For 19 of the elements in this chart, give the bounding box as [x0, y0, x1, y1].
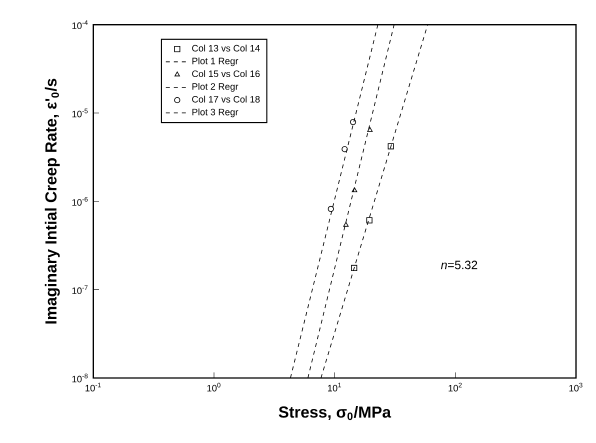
y-tick-label: 10$^{-4}$: [72, 20, 88, 30]
legend-label: Plot 1 Regr: [192, 57, 238, 66]
legend-label: Col 15 vs Col 16: [192, 70, 260, 78]
legend-label: Col 17 vs Col 18: [192, 96, 260, 103]
x-tick-label: 10$^{3}$: [569, 382, 582, 392]
y-tick-label: 10$^{-5}$: [72, 108, 88, 118]
x-tick-label: 10$^{-1}$: [86, 382, 101, 392]
legend-label: Plot 3 Regr: [192, 108, 238, 118]
annotation: n=5.32: [440, 260, 478, 270]
x-axis-title: Stress, σ$_{0}$/MPa: [278, 406, 392, 420]
x-tick-label: 10$^{2}$: [448, 382, 462, 392]
x-tick-label: 10$^{1}$: [328, 382, 342, 392]
legend-label: Col 13 vs Col 14: [192, 44, 260, 52]
y-axis-title: Imaginary Intial Creep Rate, ε'$_{0}$/s: [44, 78, 60, 324]
x-tick-label: 10$^{0}$: [207, 382, 220, 392]
y-tick-label: 10$^{-8}$: [72, 374, 88, 382]
y-tick-label: 10$^{-7}$: [72, 285, 88, 294]
y-tick-label: 10$^{-6}$: [72, 196, 88, 206]
legend-label: Plot 2 Regr: [192, 82, 238, 92]
